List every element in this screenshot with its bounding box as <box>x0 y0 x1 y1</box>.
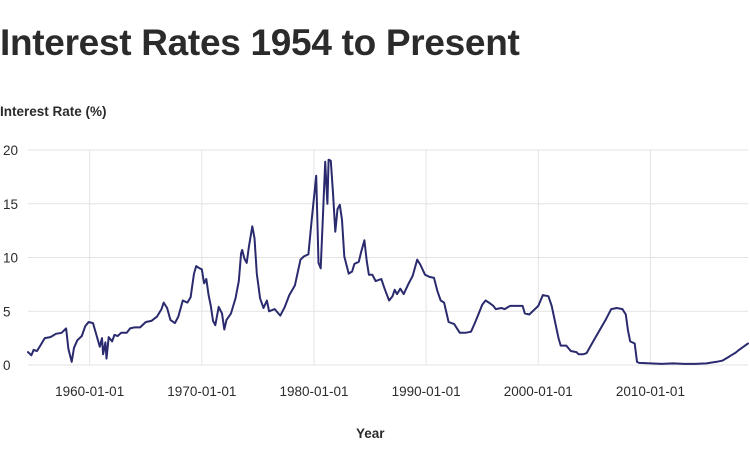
chart-title: Interest Rates 1954 to Present <box>0 22 520 63</box>
y-tick-label: 0 <box>3 358 11 373</box>
y-tick-label: 20 <box>3 143 18 158</box>
x-tick-label: 1970-01-01 <box>167 384 236 399</box>
x-tick-label: 2010-01-01 <box>616 384 685 399</box>
x-tick-label: 1960-01-01 <box>55 384 124 399</box>
interest-rate-line <box>27 158 749 365</box>
y-tick-labels: 0 5 10 15 20 <box>3 143 18 373</box>
y-tick-label: 15 <box>3 197 18 212</box>
y-tick-label: 10 <box>3 251 18 266</box>
series-layer <box>27 158 749 365</box>
x-tick-label: 1980-01-01 <box>279 384 348 399</box>
y-axis-label: Interest Rate (%) <box>0 104 107 119</box>
x-tick-labels: 1960-01-01 1970-01-01 1980-01-01 1990-01-01… <box>55 384 685 399</box>
x-axis-label: Year <box>356 426 385 441</box>
x-tick-label: 2000-01-01 <box>504 384 573 399</box>
grid-lines <box>28 149 748 366</box>
x-tick-label: 1990-01-01 <box>392 384 461 399</box>
y-tick-label: 5 <box>3 304 11 319</box>
